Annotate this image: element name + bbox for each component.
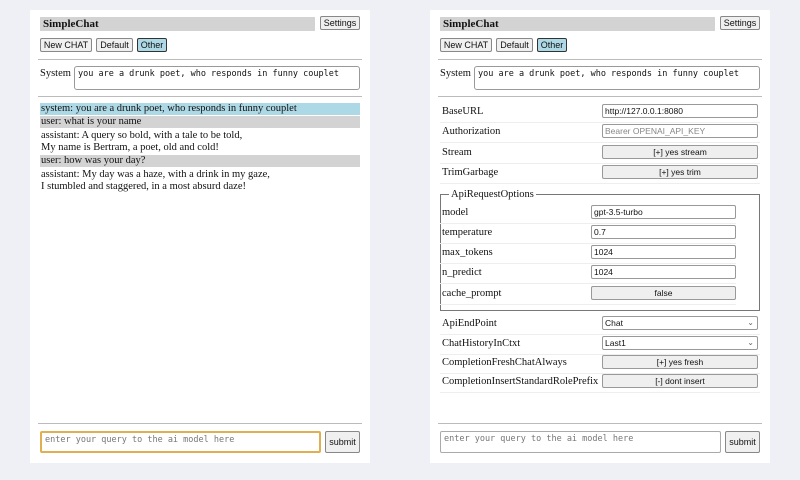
app-title: SimpleChat <box>40 17 315 31</box>
system-label: System <box>40 68 71 79</box>
trimgarbage-toggle[interactable]: [+] yes trim <box>602 165 758 179</box>
chevron-down-icon: ⌄ <box>747 318 754 327</box>
option-temperature: temperature 0.7 <box>440 224 736 244</box>
settings-button[interactable]: Settings <box>720 16 760 30</box>
setting-label: ChatHistoryInCtxt <box>442 338 521 349</box>
chevron-down-icon: ⌄ <box>747 338 754 347</box>
option-model: model gpt-3.5-turbo <box>440 204 736 224</box>
apiendpoint-select[interactable]: Chat ⌄ <box>602 316 758 330</box>
setting-label: ApiEndPoint <box>442 318 497 329</box>
divider <box>438 96 762 97</box>
settings-button[interactable]: Settings <box>320 16 360 30</box>
chat-panel: SimpleChat Settings New CHAT Default Oth… <box>30 10 370 463</box>
chat-message-assistant: assistant: A query so bold, with a tale … <box>40 130 360 154</box>
setting-label: CompletionFreshChatAlways <box>442 357 567 368</box>
selected-value: Last1 <box>605 338 626 348</box>
option-cache-prompt: cache_prompt false <box>440 285 736 305</box>
option-n-predict: n_predict 1024 <box>440 264 736 284</box>
settings-panel: SimpleChat Settings New CHAT Default Oth… <box>430 10 770 463</box>
option-label: model <box>442 207 469 218</box>
setting-trimgarbage: TrimGarbage [+] yes trim <box>440 164 760 184</box>
system-label: System <box>440 68 471 79</box>
divider <box>38 423 362 424</box>
query-input[interactable]: enter your query to the ai model here <box>40 431 321 453</box>
divider <box>38 59 362 60</box>
chat-message-system: system: you are a drunk poet, who respon… <box>40 103 360 115</box>
authorization-input[interactable]: Bearer OPENAI_API_KEY <box>602 124 758 138</box>
option-label: cache_prompt <box>442 288 502 299</box>
setting-insertprefix: CompletionInsertStandardRolePrefix [-] do… <box>440 373 760 393</box>
stream-toggle[interactable]: [+] yes stream <box>602 145 758 159</box>
message-line: My name is Bertram, a poet, old and cold… <box>41 142 219 153</box>
message-line: assistant: A query so bold, with a tale … <box>41 130 243 141</box>
submit-button[interactable]: submit <box>325 431 360 453</box>
setting-label: Stream <box>442 147 472 158</box>
message-line: I stumbled and staggered, in a most absu… <box>41 181 246 192</box>
option-label: max_tokens <box>442 247 493 258</box>
new-chat-button[interactable]: New CHAT <box>440 38 492 52</box>
submit-button[interactable]: submit <box>725 431 760 453</box>
system-prompt-input[interactable]: you are a drunk poet, who responds in fu… <box>474 66 760 90</box>
api-request-options-group: ApiRequestOptions <box>440 189 760 311</box>
freshchat-toggle[interactable]: [+] yes fresh <box>602 355 758 369</box>
selected-value: Chat <box>605 318 623 328</box>
other-chat-button[interactable]: Other <box>537 38 567 52</box>
divider <box>38 96 362 97</box>
baseurl-input[interactable]: http://127.0.0.1:8080 <box>602 104 758 118</box>
setting-apiendpoint: ApiEndPoint Chat ⌄ <box>440 315 760 335</box>
setting-freshchat: CompletionFreshChatAlways [+] yes fresh <box>440 354 760 374</box>
chathistory-select[interactable]: Last1 ⌄ <box>602 336 758 350</box>
app-title: SimpleChat <box>440 17 715 31</box>
group-legend: ApiRequestOptions <box>451 189 534 200</box>
system-prompt-input[interactable]: you are a drunk poet, who responds in fu… <box>74 66 360 90</box>
chat-message-assistant: assistant: My day was a haze, with a dri… <box>40 169 360 193</box>
query-input[interactable]: enter your query to the ai model here <box>440 431 721 453</box>
cache-prompt-toggle[interactable]: false <box>591 286 736 300</box>
message-line: assistant: My day was a haze, with a dri… <box>41 169 270 180</box>
setting-label: BaseURL <box>442 106 484 117</box>
insertprefix-toggle[interactable]: [-] dont insert <box>602 374 758 388</box>
setting-baseurl: BaseURL http://127.0.0.1:8080 <box>440 103 760 123</box>
default-chat-button[interactable]: Default <box>496 38 533 52</box>
divider <box>438 59 762 60</box>
model-input[interactable]: gpt-3.5-turbo <box>591 205 736 219</box>
setting-authorization: Authorization Bearer OPENAI_API_KEY <box>440 123 760 143</box>
divider <box>438 423 762 424</box>
temperature-input[interactable]: 0.7 <box>591 225 736 239</box>
other-chat-button[interactable]: Other <box>137 38 167 52</box>
setting-stream: Stream [+] yes stream <box>440 144 760 164</box>
chat-message-user: user: how was your day? <box>40 155 360 167</box>
setting-chathistory: ChatHistoryInCtxt Last1 ⌄ <box>440 335 760 355</box>
n-predict-input[interactable]: 1024 <box>591 265 736 279</box>
setting-label: TrimGarbage <box>442 167 499 178</box>
setting-label: Authorization <box>442 126 501 137</box>
chat-message-user: user: what is your name <box>40 116 360 128</box>
default-chat-button[interactable]: Default <box>96 38 133 52</box>
max-tokens-input[interactable]: 1024 <box>591 245 736 259</box>
option-label: n_predict <box>442 267 482 278</box>
new-chat-button[interactable]: New CHAT <box>40 38 92 52</box>
option-max-tokens: max_tokens 1024 <box>440 244 736 264</box>
setting-label: CompletionInsertStandardRolePrefix <box>442 376 599 387</box>
option-label: temperature <box>442 227 493 238</box>
